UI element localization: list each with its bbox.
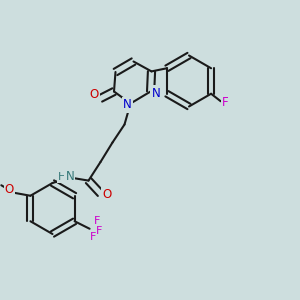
- Text: O: O: [5, 183, 14, 196]
- Text: O: O: [89, 88, 98, 101]
- Text: N: N: [152, 86, 160, 100]
- Text: N: N: [65, 170, 74, 184]
- Text: O: O: [103, 188, 112, 202]
- Text: N: N: [123, 98, 132, 112]
- Text: F: F: [89, 232, 96, 242]
- Text: F: F: [95, 226, 102, 236]
- Text: F: F: [222, 96, 229, 109]
- Text: H: H: [58, 172, 66, 182]
- Text: F: F: [94, 216, 100, 226]
